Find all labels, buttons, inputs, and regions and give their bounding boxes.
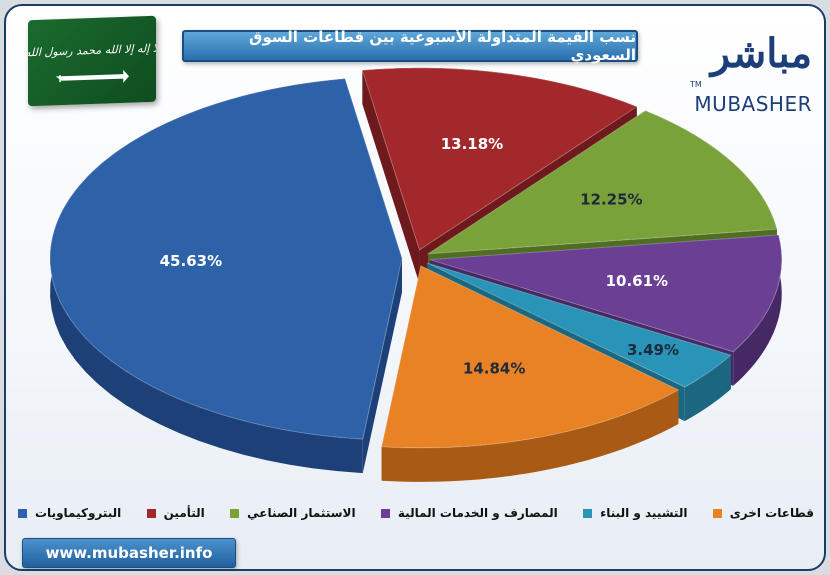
legend-label-4: التشييد و البناء bbox=[600, 506, 688, 520]
legend-swatch-0 bbox=[18, 508, 27, 518]
legend-swatch-2 bbox=[230, 508, 240, 518]
logo-english: MUBASHER bbox=[694, 92, 812, 116]
saudi-flag-icon: لا إله إلا الله محمد رسول الله bbox=[28, 15, 156, 107]
pie-slice-top-0 bbox=[49, 78, 403, 440]
legend-swatch-5 bbox=[712, 508, 722, 518]
pie-data-label-0: 45.63% bbox=[160, 252, 222, 270]
pie-slice-5 bbox=[381, 265, 680, 482]
legend-swatch-1 bbox=[146, 508, 156, 518]
website-box: www.mubasher.info bbox=[22, 538, 236, 568]
legend-item-4: التشييد و البناء bbox=[583, 506, 687, 520]
chart-legend: البتروكيماويات التأمين الاستثمار الصناعي ال… bbox=[18, 503, 814, 523]
logo-tm: TM bbox=[690, 80, 702, 89]
legend-item-0: البتروكيماويات bbox=[18, 506, 121, 520]
pie-chart: 45.63% 13.18% 12.25% 10.61% 3.49% 14.84% bbox=[49, 67, 783, 482]
legend-label-3: المصارف و الخدمات المالية bbox=[397, 506, 558, 520]
logo-arabic: مباشر bbox=[710, 30, 812, 77]
legend-label-0: البتروكيماويات bbox=[35, 506, 122, 520]
legend-swatch-3 bbox=[380, 508, 390, 518]
pie-slice-top-2 bbox=[426, 110, 778, 255]
pie-slice-top-3 bbox=[429, 234, 783, 353]
legend-item-3: المصارف و الخدمات المالية bbox=[380, 506, 558, 520]
pie-data-label-4: 3.49% bbox=[627, 341, 679, 359]
pie-data-label-1: 13.18% bbox=[441, 135, 503, 153]
pie-slice-wall-0-0 bbox=[362, 258, 403, 474]
pie-slice-top-5 bbox=[381, 265, 680, 449]
chart-title-box: نسب القيمة المتداولة الأسبوعية بين قطاعا… bbox=[182, 28, 638, 64]
legend-item-2: الاستثمار الصناعي bbox=[230, 506, 356, 520]
pie-slice-side-5 bbox=[381, 389, 679, 482]
flag-inscription: لا إله إلا الله محمد رسول الله bbox=[28, 42, 156, 60]
legend-item-5: قطاعات اخرى bbox=[712, 506, 814, 520]
legend-item-1: التأمين bbox=[146, 506, 205, 520]
flag-sword-icon bbox=[55, 69, 130, 83]
legend-label-5: قطاعات اخرى bbox=[729, 506, 814, 520]
legend-label-1: التأمين bbox=[163, 506, 205, 520]
chart-title: نسب القيمة المتداولة الأسبوعية بين قطاعا… bbox=[249, 28, 636, 64]
chart-frame: لا إله إلا الله محمد رسول الله نسب القيم… bbox=[4, 4, 826, 571]
legend-swatch-4 bbox=[583, 508, 593, 518]
pie-slice-top-4 bbox=[427, 262, 732, 388]
pie-slice-side-3 bbox=[733, 234, 782, 386]
mubasher-logo: مباشر TM MUBASHER bbox=[690, 26, 818, 122]
pie-data-label-5: 14.84% bbox=[463, 359, 525, 377]
website-link[interactable]: www.mubasher.info bbox=[45, 544, 213, 562]
pie-data-label-2: 12.25% bbox=[580, 190, 642, 208]
pie-slice-0 bbox=[49, 78, 403, 474]
pie-slice-wall-1-0 bbox=[362, 70, 420, 284]
legend-label-2: الاستثمار الصناعي bbox=[247, 506, 356, 520]
pie-data-label-3: 10.61% bbox=[606, 272, 668, 290]
pie-slice-top-1 bbox=[361, 67, 638, 251]
